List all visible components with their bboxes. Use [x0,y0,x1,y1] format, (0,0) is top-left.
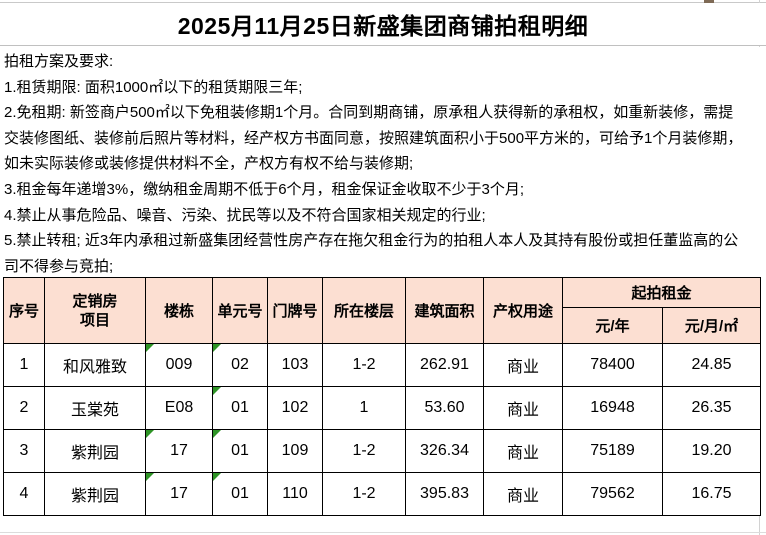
header-rent-per-year: 元/年 [562,307,663,344]
top-cell-marker [704,0,714,3]
cell-unit-value: 01 [231,399,249,416]
header-starting-rent-group: 起拍租金 [562,277,761,308]
header-seq: 序号 [3,277,45,344]
cell-door: 110 [267,472,323,516]
cell-unit-value: 01 [231,442,249,459]
page-title: 2025月11月25日新盛集团商铺拍租明细 [177,13,589,39]
cell-building-value: 17 [170,485,188,502]
cell-floor: 1 [322,386,406,430]
cell-door: 102 [267,386,323,430]
term-rentfree-2: 交装修图纸、装修前后照片等材料，经产权方书面同意，按照建筑面积小于500平方米的… [4,129,743,147]
gridline-top [0,2,766,3]
cell-seq: 4 [3,472,45,516]
cell-rent-year: 75189 [562,429,663,473]
cell-unit-value: 01 [231,485,249,502]
cell-area: 326.34 [405,429,484,473]
term-no-sublet-2: 司不得参与竞拍; [4,257,114,275]
cell-project: 紫荆园 [44,472,146,516]
cell-project: 玉棠苑 [44,386,146,430]
term-rent-increase: 3.租金每年递增3%，缴纳租金周期不低于6个月，租金保证金收取不少于3个月; [4,180,525,198]
error-indicator-icon [146,430,154,438]
error-indicator-icon [213,430,221,438]
error-indicator-icon [213,387,221,395]
cell-unit: 02 [212,343,268,387]
cell-rent-month: 24.85 [662,343,761,387]
header-unit: 单元号 [212,277,268,344]
table-row: 3 紫荆园 17 01 109 1-2 326.34 商业 75189 19.2… [3,429,761,473]
term-prohibited-use: 4.禁止从事危险品、噪音、污染、扰民等以及不符合国家相关规定的行业; [4,206,486,224]
cell-floor: 1-2 [322,343,406,387]
header-door: 门牌号 [267,277,323,344]
term-lease-period: 1.租赁期限: 面积1000㎡以下的租赁期限三年; [4,78,303,96]
cell-building: 17 [145,472,213,516]
title-row: 2025月11月25日新盛集团商铺拍租明细 [0,3,766,46]
cell-project: 和风雅致 [44,343,146,387]
cell-building-value: 17 [170,442,188,459]
terms-heading: 拍租方案及要求: [4,53,114,70]
cell-area: 53.60 [405,386,484,430]
cell-unit: 01 [212,386,268,430]
cell-rent-year: 79562 [562,472,663,516]
table-row: 1 和风雅致 009 02 103 1-2 262.91 商业 78400 24… [3,343,761,387]
header-project-line2: 项目 [79,311,110,329]
header-rent-per-month-sqm: 元/月/㎡ [662,307,761,344]
cell-unit: 01 [212,429,268,473]
header-area: 建筑面积 [405,277,484,344]
error-indicator-icon [213,473,221,481]
shop-auction-table: 序号 定销房 项目 楼栋 单元号 门牌号 所在楼层 建筑面积 产权用途 起拍租金… [3,277,761,516]
header-project: 定销房 项目 [44,277,146,344]
cell-building-value: 009 [165,356,193,373]
auction-terms-block: 拍租方案及要求: 1.租赁期限: 面积1000㎡以下的租赁期限三年; 2.免租期… [0,47,761,280]
cell-usage: 商业 [483,472,563,516]
header-project-line1: 定销房 [72,292,118,310]
cell-project: 紫荆园 [44,429,146,473]
cell-door: 103 [267,343,323,387]
error-indicator-icon [146,473,154,481]
header-building: 楼栋 [145,277,213,344]
cell-usage: 商业 [483,343,563,387]
term-rentfree-1: 2.免租期: 新签商户500㎡以下免租装修期1个月。合同到期商铺，原承租人获得新… [4,104,734,122]
cell-area: 395.83 [405,472,484,516]
term-rentfree-3: 如未实际装修或装修提供材料不全，产权方有权不给与装修期; [4,155,414,173]
cell-area: 262.91 [405,343,484,387]
error-indicator-icon [146,344,154,352]
cell-usage: 商业 [483,386,563,430]
header-floor: 所在楼层 [322,277,406,344]
cell-door: 109 [267,429,323,473]
cell-floor: 1-2 [322,429,406,473]
cell-unit-value: 02 [231,356,249,373]
cell-building: E08 [145,386,213,430]
table-row: 2 玉棠苑 E08 01 102 1 53.60 商业 16948 26.35 [3,386,761,430]
table-row: 4 紫荆园 17 01 110 1-2 395.83 商业 79562 16.7… [3,472,761,516]
cell-building: 009 [145,343,213,387]
cell-rent-month: 19.20 [662,429,761,473]
cell-seq: 3 [3,429,45,473]
cell-seq: 2 [3,386,45,430]
cell-rent-year: 16948 [562,386,663,430]
cell-rent-month: 26.35 [662,386,761,430]
cell-building: 17 [145,429,213,473]
cell-rent-month: 16.75 [662,472,761,516]
error-indicator-icon [213,344,221,352]
term-no-sublet-1: 5.禁止转租; 近3年内承租过新盛集团经营性房产存在拖欠租金行为的拍租人本人及其… [4,232,739,250]
cell-floor: 1-2 [322,472,406,516]
cell-rent-year: 78400 [562,343,663,387]
cell-seq: 1 [3,343,45,387]
header-usage: 产权用途 [483,277,563,344]
cell-unit: 01 [212,472,268,516]
gridline-bottom [0,532,766,533]
cell-usage: 商业 [483,429,563,473]
